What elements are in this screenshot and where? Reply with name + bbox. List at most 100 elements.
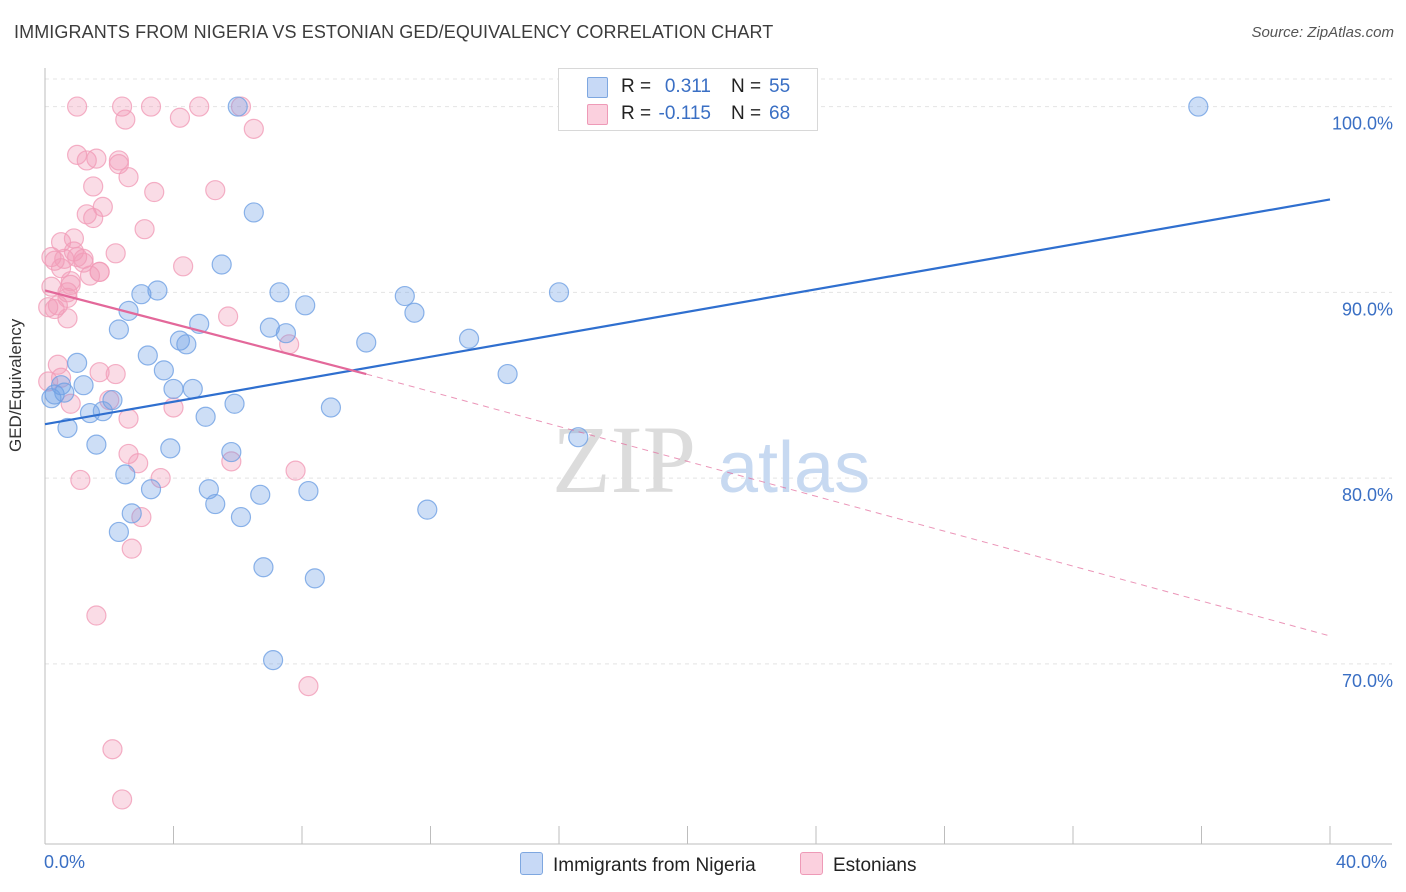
data-point xyxy=(275,323,297,344)
data-point xyxy=(118,408,139,429)
data-point xyxy=(57,308,78,329)
data-point xyxy=(285,460,306,481)
data-point xyxy=(67,144,88,165)
data-point xyxy=(70,469,91,491)
data-point xyxy=(169,107,191,128)
legend-r-value: 0.311 xyxy=(664,76,711,97)
data-point xyxy=(38,371,59,392)
data-point xyxy=(121,503,142,524)
data-point xyxy=(163,378,184,400)
data-point xyxy=(118,167,139,188)
data-point xyxy=(60,271,81,292)
data-point xyxy=(295,295,316,316)
data-point xyxy=(182,378,203,400)
data-point xyxy=(243,202,264,223)
data-point xyxy=(253,557,274,578)
series-estonians xyxy=(38,96,319,810)
data-point xyxy=(205,180,226,201)
data-point xyxy=(230,506,252,528)
chart-title: IMMIGRANTS FROM NIGERIA VS ESTONIAN GED/… xyxy=(14,22,774,42)
data-point xyxy=(356,332,377,353)
bottom-legend-label-nigeria: Immigrants from Nigeria xyxy=(553,855,756,876)
source-credit: Source: ZipAtlas.com xyxy=(1251,24,1394,41)
series-nigeria xyxy=(41,96,1209,671)
data-point xyxy=(548,282,570,303)
data-point xyxy=(105,363,126,385)
grid-lines xyxy=(45,78,1392,665)
data-point xyxy=(137,345,158,366)
data-point xyxy=(111,789,133,810)
legend-r-label: R = xyxy=(621,103,652,124)
watermark-atlas: atlas xyxy=(718,428,870,508)
bottom-legend-nigeria: Immigrants from Nigeria xyxy=(520,852,756,877)
trend-lines xyxy=(44,198,1331,637)
data-point xyxy=(198,479,219,500)
data-point xyxy=(105,243,126,264)
data-point xyxy=(67,96,88,117)
data-point xyxy=(57,417,78,439)
y-tick-label: 80.0% xyxy=(1342,485,1393,505)
data-point xyxy=(73,252,94,273)
data-point xyxy=(224,393,245,414)
y-tick-label: 70.0% xyxy=(1342,671,1393,691)
legend-n-label: N = xyxy=(731,103,762,124)
trend-line-estonians-extension xyxy=(366,373,1331,637)
legend-swatch-estonians xyxy=(587,104,608,125)
y-tick-label: 90.0% xyxy=(1342,299,1393,319)
data-point xyxy=(320,397,342,418)
data-point xyxy=(269,282,290,303)
data-point xyxy=(298,480,319,502)
y-tick-label: 100.0% xyxy=(1332,114,1393,134)
data-point xyxy=(243,118,264,139)
data-point xyxy=(102,389,123,411)
data-point xyxy=(54,382,75,403)
data-point xyxy=(250,484,271,505)
data-point xyxy=(89,261,110,282)
data-point xyxy=(115,109,136,130)
watermark-zip: ZIP xyxy=(552,406,696,513)
data-point xyxy=(140,96,162,117)
data-point xyxy=(140,479,162,500)
data-point xyxy=(169,330,191,351)
data-point xyxy=(86,434,107,455)
data-point xyxy=(147,280,168,301)
data-point xyxy=(131,284,152,305)
data-point xyxy=(205,493,226,515)
data-point xyxy=(92,196,113,217)
data-point xyxy=(262,650,284,671)
data-point xyxy=(298,676,319,697)
data-point xyxy=(83,176,104,197)
data-point xyxy=(304,568,325,589)
data-point xyxy=(108,521,129,543)
data-point xyxy=(128,453,149,474)
data-point xyxy=(86,605,107,626)
data-point xyxy=(221,441,242,463)
legend-swatch-nigeria xyxy=(587,77,608,98)
y-tick-labels: 70.0% 80.0% 90.0% 100.0% xyxy=(1332,114,1393,691)
data-point xyxy=(404,302,425,323)
data-point xyxy=(189,96,210,117)
data-point xyxy=(153,360,174,381)
axes xyxy=(44,68,1392,845)
data-point xyxy=(67,352,88,374)
legend-r-label: R = xyxy=(621,76,652,97)
trend-line-nigeria xyxy=(44,198,1331,426)
data-point xyxy=(108,150,129,171)
bottom-legend-swatch-nigeria xyxy=(520,852,543,875)
data-point xyxy=(89,362,110,383)
data-point xyxy=(394,285,415,307)
data-point xyxy=(160,438,181,459)
data-point xyxy=(497,363,518,385)
data-point xyxy=(86,148,107,169)
legend-n-value: 55 xyxy=(769,76,791,97)
data-point xyxy=(259,317,280,338)
trend-line-estonians xyxy=(44,289,367,376)
data-point xyxy=(108,319,129,340)
legend-n-value: 68 xyxy=(769,103,791,124)
data-point xyxy=(176,334,197,355)
bottom-legend-estonians: Estonians xyxy=(800,852,916,877)
data-point xyxy=(211,254,232,275)
data-point xyxy=(115,464,136,485)
data-point xyxy=(195,406,216,427)
